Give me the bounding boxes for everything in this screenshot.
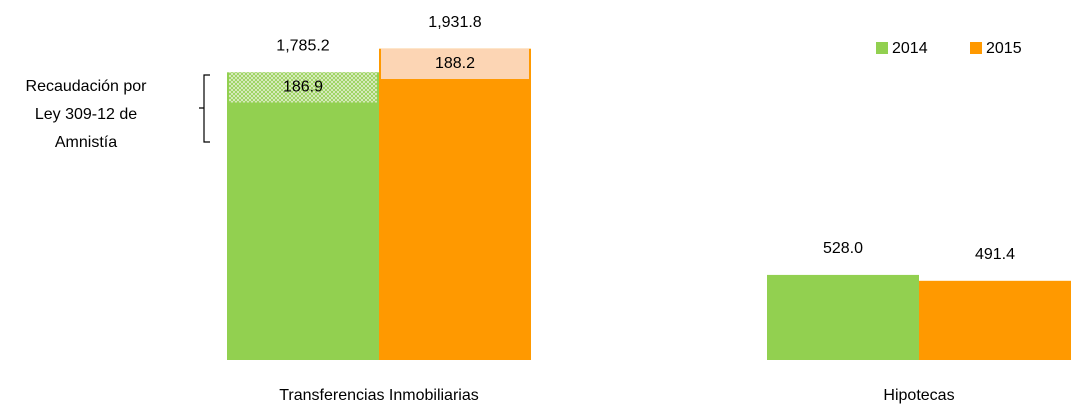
annotation: Ley 309-12 de: [35, 106, 137, 123]
bracket: [199, 74, 210, 143]
legend-swatch: [970, 42, 982, 54]
value-label: 1,785.2: [276, 38, 329, 55]
legend-label: 2015: [986, 40, 1022, 57]
value-label: 491.4: [975, 246, 1015, 263]
legend-label: 2014: [892, 40, 928, 57]
bar: [227, 72, 379, 361]
legend-swatch: [876, 42, 888, 54]
amnesty-segment: [229, 72, 377, 103]
amnesty-label: 188.2: [435, 55, 475, 72]
x-tick-label: Transferencias Inmobiliarias: [279, 387, 478, 404]
x-tick-label: Hipotecas: [883, 387, 954, 404]
amnesty-label: 186.9: [283, 79, 323, 96]
bar: [379, 48, 531, 360]
value-label: 1,931.8: [428, 14, 481, 31]
annotation: Recaudación por: [26, 78, 148, 95]
bar: [767, 274, 919, 360]
annotation: Amnistía: [55, 134, 117, 151]
value-label: 528.0: [823, 240, 863, 257]
amnesty-segment: [381, 48, 529, 80]
bar: [919, 280, 1071, 360]
